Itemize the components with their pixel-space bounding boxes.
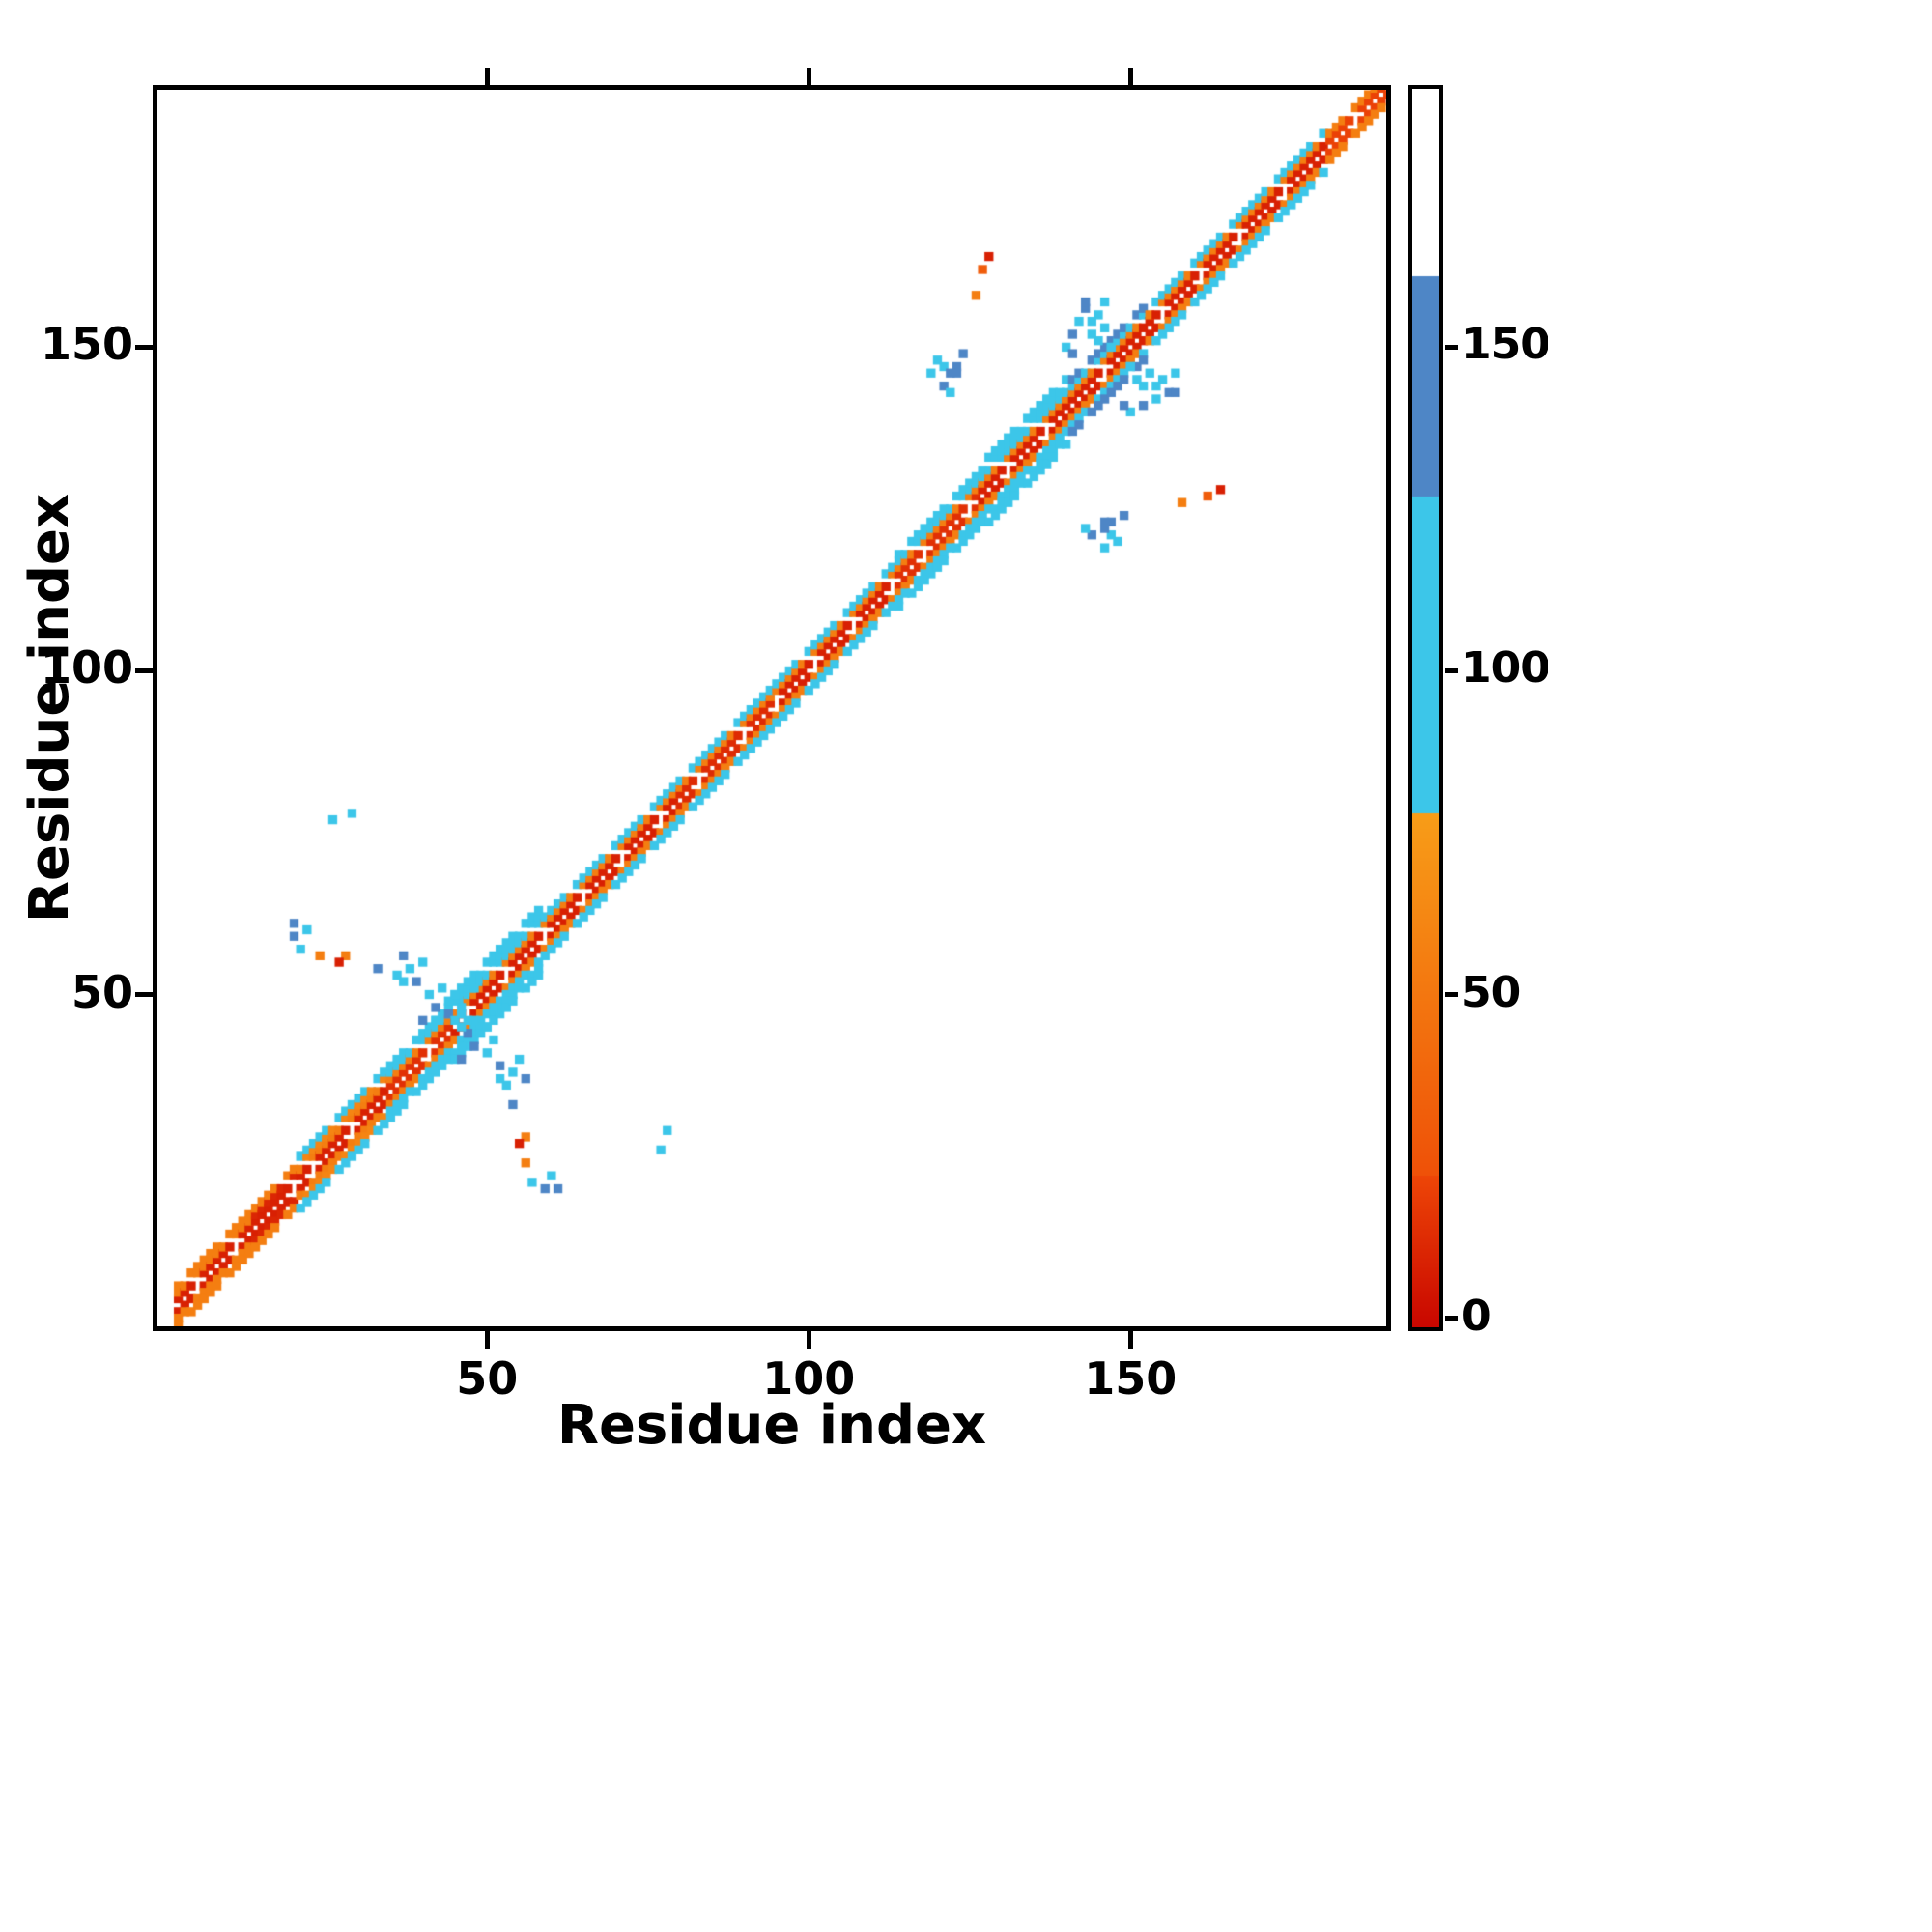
colorbar-tick-mark [1445, 344, 1458, 350]
y-axis-label: Residue index [18, 493, 81, 923]
colorbar-tick-label: 100 [1462, 643, 1550, 694]
colorbar-tick-label: 150 [1462, 320, 1550, 370]
x-tick-mark [484, 1331, 490, 1349]
y-tick-mark [135, 668, 153, 673]
colorbar-tick-label: 50 [1462, 967, 1521, 1017]
colorbar-tick-mark [1445, 992, 1458, 998]
contact-map-heatmap [153, 85, 1391, 1331]
y-tick-label: 100 [40, 641, 133, 695]
x-tick-mark-top [484, 68, 490, 85]
y-tick-label: 150 [40, 318, 133, 371]
x-tick-mark [1127, 1331, 1133, 1349]
x-tick-label: 50 [456, 1352, 519, 1405]
x-tick-label: 100 [762, 1352, 856, 1405]
colorbar [1408, 85, 1443, 1331]
x-tick-label: 150 [1084, 1352, 1178, 1405]
x-tick-mark [806, 1331, 811, 1349]
colorbar-tick-mark [1445, 668, 1458, 673]
colorbar-tick-mark [1445, 1316, 1458, 1321]
y-tick-label: 50 [71, 965, 133, 1018]
x-tick-mark-top [806, 68, 811, 85]
x-tick-mark-top [1127, 68, 1133, 85]
y-tick-mark [135, 344, 153, 350]
colorbar-tick-label: 0 [1462, 1291, 1492, 1341]
x-axis-label: Residue index [556, 1394, 987, 1457]
y-tick-mark [135, 992, 153, 998]
